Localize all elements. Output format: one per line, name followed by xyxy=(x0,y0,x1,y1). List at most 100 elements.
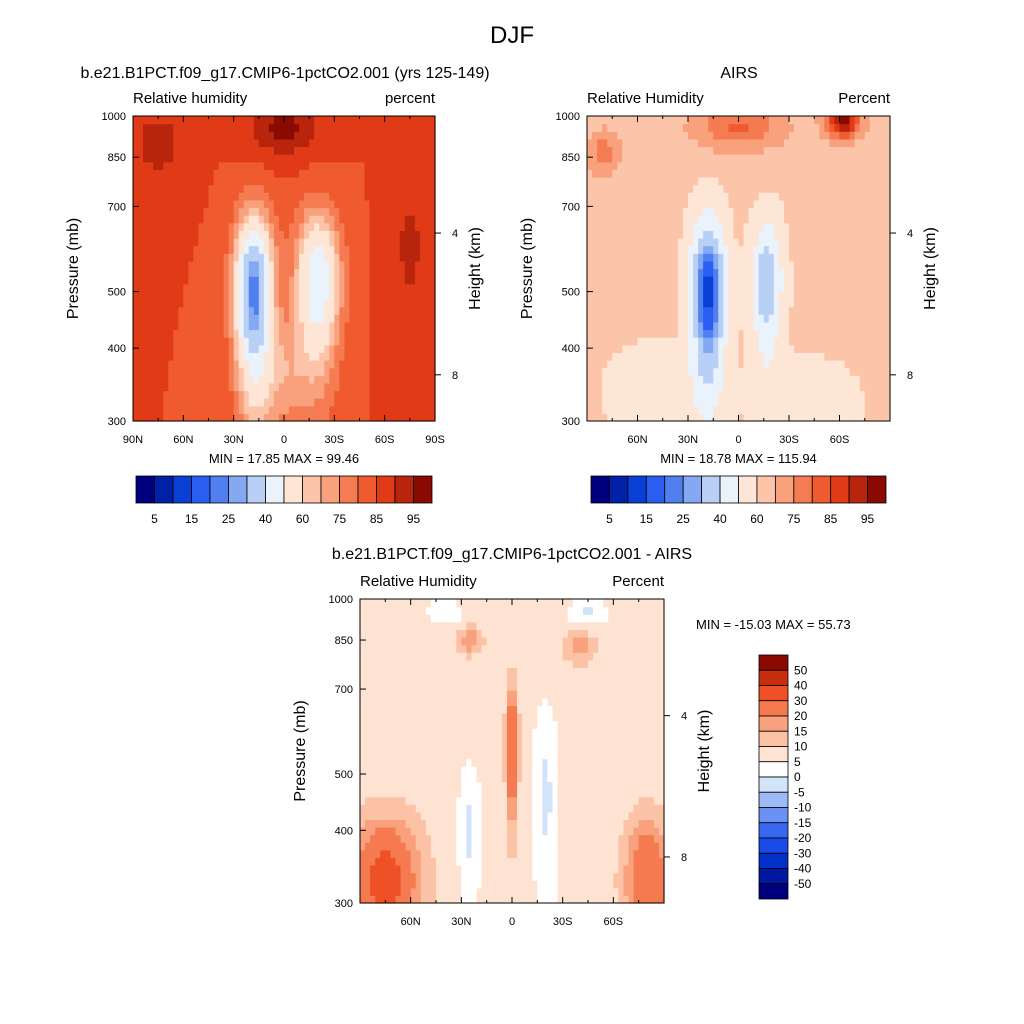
field-cell xyxy=(158,138,164,148)
field-cell xyxy=(399,199,406,209)
field-cell xyxy=(253,390,260,399)
field-cell xyxy=(693,299,699,308)
field-cell xyxy=(617,337,623,346)
field-cell xyxy=(682,329,689,338)
field-cell xyxy=(824,306,830,315)
field-cell xyxy=(228,245,235,254)
field-cell xyxy=(804,138,810,148)
field-cell xyxy=(414,169,421,178)
field-cell xyxy=(647,405,654,414)
field-cell xyxy=(299,192,305,201)
field-cell xyxy=(324,314,330,323)
field-cell xyxy=(133,154,139,163)
field-cell xyxy=(879,268,886,277)
field-cell xyxy=(248,344,255,353)
field-cell xyxy=(879,245,886,254)
field-cell xyxy=(278,222,285,231)
field-cell xyxy=(637,215,644,224)
y-tick-label: 700 xyxy=(562,201,580,213)
field-cell xyxy=(314,283,320,292)
field-cell xyxy=(379,360,386,369)
field-cell xyxy=(708,375,714,384)
field-cell xyxy=(233,382,240,392)
field-cell xyxy=(404,321,411,331)
field-cell xyxy=(193,177,200,186)
field-cell xyxy=(203,367,210,376)
field-cell xyxy=(173,222,179,231)
field-cell xyxy=(360,751,366,760)
field-cell xyxy=(809,413,815,422)
field-cell xyxy=(223,390,230,399)
field-cell xyxy=(359,146,366,155)
field-cell xyxy=(304,352,310,361)
colorbar-box xyxy=(811,475,832,504)
field-cell xyxy=(228,413,235,422)
field-cell xyxy=(364,405,371,414)
field-cell xyxy=(844,283,851,292)
field-cell xyxy=(183,245,189,254)
field-cell xyxy=(409,138,416,148)
field-cell xyxy=(778,291,785,300)
field-cell xyxy=(359,268,366,277)
field-cell xyxy=(632,344,639,353)
field-cell xyxy=(158,283,164,292)
field-cell xyxy=(424,398,431,407)
field-cell xyxy=(723,329,729,338)
field-cell xyxy=(349,192,356,201)
field-cell xyxy=(773,398,780,407)
field-cell xyxy=(409,314,416,323)
field-cell xyxy=(804,184,810,193)
field-cell xyxy=(163,146,169,155)
field-cell xyxy=(874,276,881,285)
field-cell xyxy=(319,123,325,132)
field-cell xyxy=(804,161,810,170)
field-cell xyxy=(597,405,603,414)
field-cell xyxy=(344,306,351,315)
field-cell xyxy=(334,375,340,384)
field-cell xyxy=(268,276,275,285)
field-cell xyxy=(884,375,891,384)
field-cell xyxy=(399,192,406,201)
field-cell xyxy=(642,230,649,239)
field-cell xyxy=(349,207,356,216)
field-cell xyxy=(834,367,841,376)
field-cell xyxy=(708,215,714,224)
field-cell xyxy=(854,352,861,361)
field-cell xyxy=(773,382,780,392)
field-cell xyxy=(647,344,654,353)
field-cell xyxy=(173,337,179,346)
field-cell xyxy=(592,329,598,338)
field-cell xyxy=(768,390,775,399)
field-cell xyxy=(587,306,593,315)
field-cell xyxy=(148,398,154,407)
field-cell xyxy=(703,169,709,178)
field-cell xyxy=(238,222,245,231)
field-cell xyxy=(738,321,745,331)
field-cell xyxy=(773,245,780,254)
field-cell xyxy=(424,405,431,414)
field-cell xyxy=(168,268,174,277)
colorbar-box xyxy=(793,475,813,504)
field-cell xyxy=(429,131,436,140)
field-cell xyxy=(849,230,856,239)
field-cell xyxy=(278,131,285,140)
field-cell xyxy=(143,291,149,300)
field-cell xyxy=(738,199,745,209)
field-cell xyxy=(743,146,750,155)
field-cell xyxy=(334,344,340,353)
field-cell xyxy=(864,306,871,315)
field-cell xyxy=(183,306,189,315)
field-cell xyxy=(662,344,669,353)
field-cell xyxy=(168,131,174,140)
field-cell xyxy=(708,360,714,369)
field-cell xyxy=(133,367,139,376)
field-cell xyxy=(238,283,245,292)
field-cell xyxy=(409,207,416,216)
field-cell xyxy=(708,390,714,399)
field-cell xyxy=(637,169,644,178)
field-cell xyxy=(394,215,401,224)
field-cell xyxy=(718,260,724,270)
field-cell xyxy=(804,215,810,224)
field-cell xyxy=(854,138,861,148)
field-cell xyxy=(178,238,184,247)
